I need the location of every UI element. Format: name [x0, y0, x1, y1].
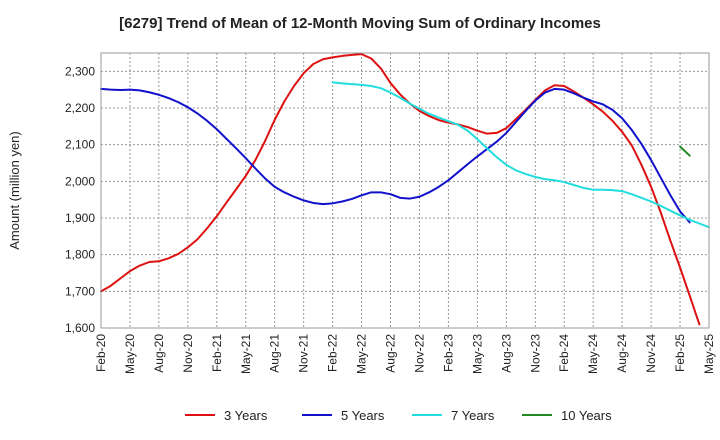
series-line-10-years	[679, 145, 691, 157]
y-tick-label: 2,000	[65, 174, 95, 188]
x-tick-label: Aug-24	[615, 334, 629, 373]
x-tick-label: Aug-23	[499, 334, 513, 373]
y-tick-label: 1,700	[65, 284, 95, 298]
x-tick-label: May-24	[586, 334, 600, 374]
legend-label-5-years: 5 Years	[341, 408, 385, 423]
series-line-7-years	[331, 81, 710, 229]
x-tick-label: Nov-20	[181, 334, 195, 373]
y-tick-label: 1,800	[65, 248, 95, 262]
chart-title: [6279] Trend of Mean of 12-Month Moving …	[119, 15, 601, 32]
x-tick-label: May-22	[355, 334, 369, 374]
series-line-5-years	[100, 87, 691, 224]
series-line-3-years	[100, 53, 701, 326]
x-tick-label: Aug-21	[268, 334, 282, 373]
x-tick-label: Feb-22	[326, 334, 340, 372]
axis-layer: 1,600 1,700 1,800 1,900 2,000 2,100 2,200 2,300…	[65, 64, 716, 374]
x-tick-label: Feb-20	[94, 334, 108, 372]
x-tick-label: Nov-22	[412, 334, 426, 373]
x-tick-label: Feb-25	[673, 334, 687, 372]
x-tick-label: May-25	[702, 334, 716, 374]
y-tick-label: 2,100	[65, 138, 95, 152]
y-tick-label: 1,600	[65, 321, 95, 335]
legend-label-3-years: 3 Years	[224, 408, 268, 423]
y-tick-label: 2,300	[65, 64, 95, 78]
x-tick-label: May-21	[239, 334, 253, 374]
x-tick-label: Feb-21	[210, 334, 224, 372]
y-axis-label: Amount (million yen)	[7, 131, 22, 250]
x-tick-label: May-23	[470, 334, 484, 374]
x-tick-label: Feb-23	[441, 334, 455, 372]
x-tick-label: Nov-21	[297, 334, 311, 373]
x-tick-label: Nov-24	[644, 334, 658, 373]
x-tick-label: Aug-20	[152, 334, 166, 373]
plot-frame	[100, 52, 710, 329]
y-tick-label: 2,200	[65, 101, 95, 115]
y-tick-label: 1,900	[65, 211, 95, 225]
series-layer	[100, 53, 710, 326]
x-tick-label: Feb-24	[557, 334, 571, 372]
x-tick-label: Aug-22	[384, 334, 398, 373]
x-tick-label: Nov-23	[528, 334, 542, 373]
legend-label-7-years: 7 Years	[451, 408, 495, 423]
legend-label-10-years: 10 Years	[561, 408, 612, 423]
x-tick-label: May-20	[123, 334, 137, 374]
legend: 3 Years 5 Years 7 Years 10 Years	[185, 408, 612, 423]
